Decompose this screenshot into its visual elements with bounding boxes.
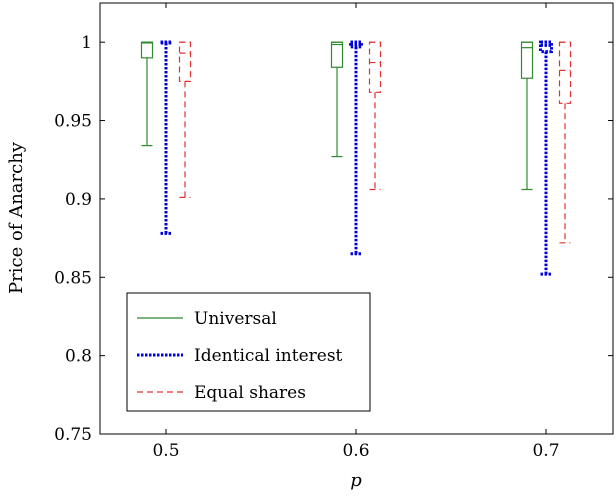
box-identical-interest xyxy=(539,40,553,276)
x-tick-labels: 0.5 0.6 0.7 xyxy=(152,441,559,461)
y-tick-label: 1 xyxy=(81,33,92,53)
legend: Universal Identical interest Equal share… xyxy=(126,292,371,412)
box-universal xyxy=(520,41,534,191)
box-body xyxy=(330,41,344,68)
box-body xyxy=(178,41,192,82)
box-body xyxy=(558,41,572,104)
legend-label-universal: Universal xyxy=(194,309,277,329)
legend-label-identical-interest: Identical interest xyxy=(194,346,343,366)
box-body xyxy=(140,41,154,59)
box-universal xyxy=(330,41,344,158)
y-tick-label: 0.85 xyxy=(54,268,92,288)
y-tick-labels: 0.75 0.8 0.85 0.9 0.95 1 xyxy=(54,33,92,445)
box-universal xyxy=(140,41,154,147)
legend-label-equal-shares: Equal shares xyxy=(194,383,306,403)
x-tick-label: 0.5 xyxy=(152,441,179,461)
x-tick-label: 0.7 xyxy=(532,441,559,461)
x-axis-label: p xyxy=(350,470,362,491)
box-identical-interest xyxy=(159,40,173,235)
legend-box xyxy=(126,292,371,412)
box-series xyxy=(140,40,572,276)
box-body xyxy=(368,41,382,93)
y-tick-label: 0.9 xyxy=(65,190,92,210)
box-equal-shares xyxy=(558,41,572,244)
y-axis-label: Price of Anarchy xyxy=(6,141,27,294)
tick-marks xyxy=(100,3,613,435)
box-body xyxy=(539,40,553,54)
y-tick-label: 0.75 xyxy=(54,425,92,445)
y-tick-label: 0.95 xyxy=(54,112,92,132)
box-identical-interest xyxy=(349,40,363,256)
x-tick-label: 0.6 xyxy=(342,441,369,461)
box-body xyxy=(520,41,534,79)
box-equal-shares xyxy=(178,41,192,198)
y-tick-label: 0.8 xyxy=(65,347,92,367)
box-equal-shares xyxy=(368,41,382,191)
